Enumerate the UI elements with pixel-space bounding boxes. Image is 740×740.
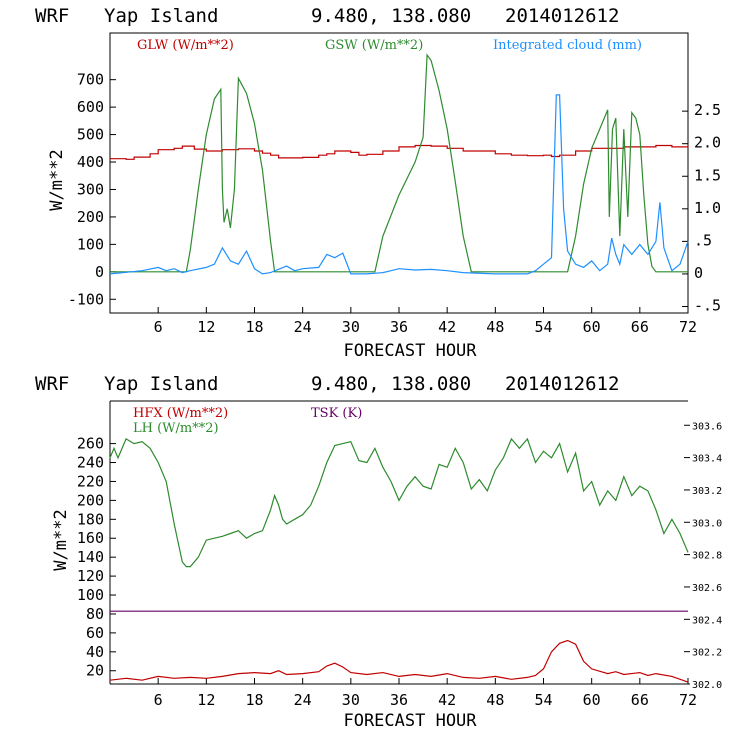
y2-tick-label: 1.0 (694, 199, 721, 217)
x-tick-label: 48 (486, 318, 504, 336)
bottom-legend-tsk: TSK (K) (311, 406, 362, 421)
y2-tick-label: 302.0 (692, 680, 722, 691)
series-line-integrated (109, 94, 689, 275)
series-line-glw (110, 144, 689, 160)
x-tick-label: 24 (294, 318, 312, 336)
x-tick-label: 60 (583, 318, 601, 336)
bottom-axes: 6 12 18 24 30 36 42 48 54 60 66 7220406080100120140… (77, 421, 722, 709)
y2-tick-label: 303.4 (692, 454, 722, 465)
y-tick-label: 160 (77, 529, 104, 547)
x-tick-label: 66 (631, 318, 649, 336)
bottom-header-location: Yap Island (104, 373, 218, 395)
y-tick-label: 120 (77, 567, 104, 585)
x-tick-label: 54 (534, 318, 552, 336)
top-axes: 6 12 18 24 30 36 42 48 54 60 66 72 -100 0 100 200 300 400… (68, 71, 721, 336)
top-header-model: WRF (35, 5, 69, 27)
x-tick-label: 30 (342, 318, 360, 336)
y-tick-label: 500 (77, 126, 104, 144)
y2-tick-label: 303.2 (692, 486, 722, 497)
x-tick-label: 24 (294, 691, 312, 709)
y-tick-label: 60 (86, 624, 104, 642)
x-tick-label: 6 (154, 691, 163, 709)
y2-tick-label: 0 (694, 264, 703, 282)
bottom-x-axis-label: FORECAST HOUR (343, 711, 477, 731)
x-tick-label: 12 (197, 691, 215, 709)
x-tick-label: 66 (631, 691, 649, 709)
y-tick-label: 140 (77, 548, 104, 566)
top-y-axis-label: W/m**2 (47, 149, 67, 210)
x-tick-label: 54 (534, 691, 552, 709)
y-tick-label: -100 (68, 290, 104, 308)
top-x-axis-label: FORECAST HOUR (343, 341, 477, 361)
bottom-legend-hfx: HFX (W/m**2) (133, 406, 228, 421)
bottom-y-axis-label: W/m**2 (51, 509, 71, 570)
x-tick-label: 18 (245, 318, 263, 336)
top-legend-glw: GLW (W/m**2) (137, 38, 234, 53)
y-tick-label: 20 (86, 662, 104, 680)
y-tick-label: 100 (77, 235, 104, 253)
y2-tick-label: 302.2 (692, 648, 722, 659)
y2-tick-label: 302.6 (692, 583, 722, 594)
bottom-header-model: WRF (35, 373, 69, 395)
x-tick-label: 42 (438, 318, 456, 336)
y2-tick-label: -.5 (694, 296, 721, 314)
y2-tick-label: 302.8 (692, 551, 722, 562)
y-tick-label: 0 (95, 263, 104, 281)
y-tick-label: 260 (77, 435, 104, 453)
y-tick-label: 40 (86, 643, 104, 661)
top-panel: WRF Yap Island 9.480, 138.080 2014012612… (35, 5, 721, 361)
top-header-init: 2014012612 (505, 5, 619, 27)
y-tick-label: 220 (77, 472, 104, 490)
x-tick-label: 48 (486, 691, 504, 709)
y2-tick-label: 2.5 (694, 101, 721, 119)
y-tick-label: 240 (77, 454, 104, 472)
y2-tick-label: 303.0 (692, 518, 722, 529)
y2-tick-label: 1.5 (694, 166, 721, 184)
x-tick-label: 18 (245, 691, 263, 709)
y-tick-label: 100 (77, 586, 104, 604)
top-legend-cloud: Integrated cloud (mm) (493, 38, 642, 53)
bottom-series (109, 437, 689, 683)
series-line-lh (109, 437, 689, 568)
x-tick-label: 72 (679, 691, 697, 709)
y2-tick-label: 302.4 (692, 615, 722, 626)
y-tick-label: 200 (77, 491, 104, 509)
y-tick-label: 300 (77, 180, 104, 198)
y-tick-label: 600 (77, 98, 104, 116)
y2-tick-label: 2.0 (694, 134, 721, 152)
x-tick-label: 72 (679, 318, 697, 336)
bottom-panel: WRF Yap Island 9.480, 138.080 2014012612… (35, 373, 722, 731)
top-plot-frame (109, 32, 689, 314)
top-header-coords: 9.480, 138.080 (311, 5, 471, 27)
y-tick-label: 400 (77, 153, 104, 171)
y2-tick-label: 303.6 (692, 421, 722, 432)
x-tick-label: 12 (197, 318, 215, 336)
series-line-gsw (110, 53, 688, 273)
y2-tick-label: .5 (694, 231, 712, 249)
x-tick-label: 36 (390, 691, 408, 709)
top-header-location: Yap Island (104, 5, 218, 27)
x-tick-label: 42 (438, 691, 456, 709)
y-tick-label: 200 (77, 208, 104, 226)
top-series (109, 53, 689, 275)
bottom-header-coords: 9.480, 138.080 (311, 373, 471, 395)
x-tick-label: 6 (154, 318, 163, 336)
bottom-header-init: 2014012612 (505, 373, 619, 395)
x-tick-label: 30 (342, 691, 360, 709)
x-tick-label: 60 (583, 691, 601, 709)
series-line-hfx (109, 639, 689, 683)
y-tick-label: 700 (77, 71, 104, 89)
y-tick-label: 180 (77, 510, 104, 528)
bottom-legend-lh: LH (W/m**2) (133, 421, 219, 436)
x-tick-label: 36 (390, 318, 408, 336)
y-tick-label: 80 (86, 605, 104, 623)
top-legend-gsw: GSW (W/m**2) (325, 38, 423, 53)
